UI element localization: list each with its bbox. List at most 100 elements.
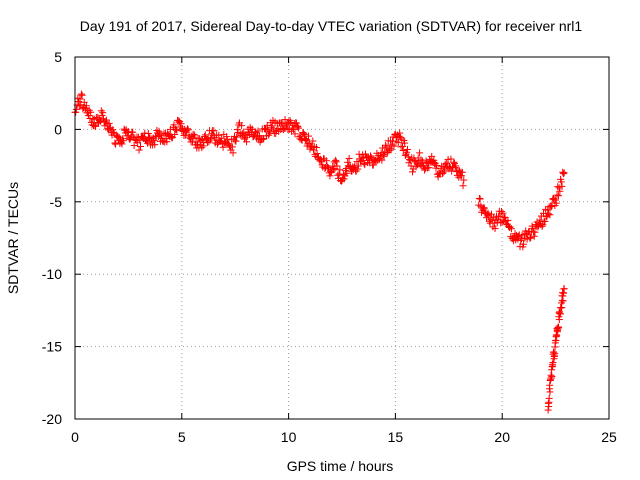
- data-point: [300, 131, 308, 139]
- data-point: [401, 139, 409, 147]
- data-point: [372, 157, 380, 165]
- data-point: [168, 134, 176, 142]
- data-point: [354, 162, 362, 170]
- data-point: [369, 161, 377, 169]
- data-point: [366, 152, 374, 160]
- data-point: [300, 129, 308, 137]
- data-point: [183, 125, 191, 133]
- data-point: [72, 105, 80, 113]
- data-point: [554, 192, 562, 200]
- data-point: [119, 137, 127, 145]
- data-point: [488, 210, 496, 218]
- data-point: [137, 143, 145, 151]
- data-point: [198, 144, 206, 152]
- data-point: [92, 122, 100, 130]
- data-point: [355, 150, 363, 158]
- data-point: [88, 121, 96, 129]
- data-point: [333, 162, 341, 170]
- data-point: [199, 142, 207, 150]
- data-point: [146, 134, 154, 142]
- data-point: [499, 209, 507, 217]
- data-point: [223, 133, 231, 141]
- data-point: [553, 191, 561, 199]
- data-point: [380, 153, 388, 161]
- data-point: [404, 145, 412, 153]
- data-point: [460, 176, 468, 184]
- data-point: [184, 126, 192, 134]
- data-point: [458, 168, 466, 176]
- data-point: [233, 126, 241, 134]
- data-point: [189, 130, 197, 138]
- data-point: [560, 169, 568, 177]
- data-point: [233, 133, 241, 141]
- data-point: [555, 316, 563, 324]
- data-point: [443, 159, 451, 167]
- data-point: [329, 166, 337, 174]
- data-point: [129, 128, 137, 136]
- data-point: [546, 388, 554, 396]
- data-point: [491, 225, 499, 233]
- data-point: [118, 140, 126, 148]
- data-point: [243, 138, 251, 146]
- data-point: [313, 150, 321, 158]
- data-point: [251, 128, 259, 136]
- x-tick-label: 20: [494, 429, 510, 445]
- data-point: [523, 235, 531, 243]
- data-point: [281, 116, 289, 124]
- data-point: [459, 182, 467, 190]
- data-point: [556, 310, 564, 318]
- data-point: [455, 173, 463, 181]
- data-point: [109, 128, 117, 136]
- data-point: [485, 217, 493, 225]
- x-tick-label: 0: [71, 429, 79, 445]
- data-point: [171, 131, 179, 139]
- data-point: [135, 146, 143, 154]
- y-tick-label: -15: [42, 339, 62, 355]
- data-point: [556, 187, 564, 195]
- x-tick-label: 15: [388, 429, 404, 445]
- data-point: [151, 141, 159, 149]
- data-point: [452, 162, 460, 170]
- data-point: [170, 121, 178, 129]
- data-point: [309, 137, 317, 145]
- data-point: [383, 143, 391, 151]
- data-point: [520, 240, 528, 248]
- y-tick-label: 5: [54, 49, 62, 65]
- data-point: [399, 147, 407, 155]
- data-point: [293, 123, 301, 131]
- data-point: [480, 204, 488, 212]
- data-point: [517, 236, 525, 244]
- data-point: [530, 232, 538, 240]
- axis-ticks: [74, 56, 610, 420]
- data-point: [546, 211, 554, 219]
- data-point: [82, 105, 90, 113]
- data-point: [130, 142, 138, 150]
- data-point: [221, 139, 229, 147]
- data-point: [163, 138, 171, 146]
- data-point: [558, 182, 566, 190]
- data-point: [559, 168, 567, 176]
- data-point: [396, 129, 404, 137]
- data-point: [450, 158, 458, 166]
- data-point: [394, 139, 402, 147]
- data-point: [193, 140, 201, 148]
- data-point: [552, 199, 560, 207]
- data-point: [453, 168, 461, 176]
- grid-lines: [75, 57, 609, 419]
- y-tick-label: 0: [54, 121, 62, 137]
- data-point: [504, 216, 512, 224]
- data-point: [425, 164, 433, 172]
- data-point: [172, 126, 180, 134]
- data-point: [390, 142, 398, 150]
- plot-frame: [74, 56, 610, 420]
- data-point: [326, 172, 334, 180]
- data-point: [475, 194, 483, 202]
- data-point: [210, 127, 218, 135]
- data-point: [553, 332, 561, 340]
- data-point: [557, 178, 565, 186]
- data-point: [238, 122, 246, 130]
- data-point: [555, 184, 563, 192]
- data-point: [538, 222, 546, 230]
- data-points: [71, 90, 568, 414]
